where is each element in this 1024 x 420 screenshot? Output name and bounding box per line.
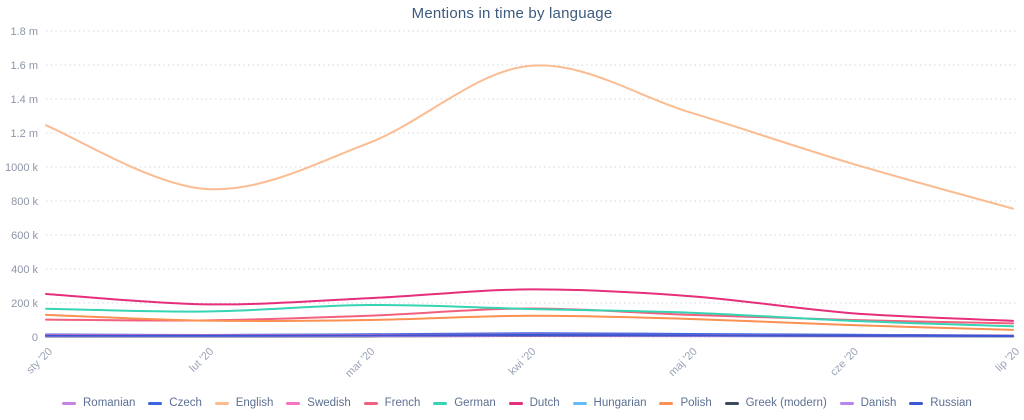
chart-plot-area: 1.8 m 1.6 m 1.4 m 1.2 m 1000 k 800 k 600 k 400 … [5, 26, 1023, 380]
series-line-german [45, 304, 1015, 328]
legend-item-dutch[interactable]: Dutch [508, 397, 560, 409]
x-axis-tick-label: cze '20 [828, 346, 861, 379]
legend-swatch-dutch [508, 401, 523, 405]
x-axis-tick-label: lut '20 [187, 346, 216, 375]
legend-label: French [384, 397, 421, 409]
legend-swatch-russian [909, 401, 924, 405]
legend-item-greek-modern[interactable]: Greek (modern) [724, 397, 827, 409]
legend-swatch-czech [148, 401, 163, 405]
x-axis-tick-label: lip '20 [994, 346, 1023, 375]
legend-item-russian[interactable]: Russian [909, 397, 972, 409]
legend-swatch-greek-modern [724, 401, 739, 405]
legend-item-french[interactable]: French [363, 397, 421, 409]
legend-swatch-german [433, 401, 448, 405]
legend-item-romanian[interactable]: Romanian [62, 397, 135, 409]
legend-label: Polish [680, 397, 712, 409]
series-line-english [45, 64, 1015, 210]
series-line-dutch [45, 288, 1015, 322]
legend-item-danish[interactable]: Danish [839, 397, 897, 409]
legend-swatch-french [363, 401, 378, 405]
legend-item-german[interactable]: German [433, 397, 496, 409]
y-axis-tick-label: 0 [32, 332, 38, 344]
y-axis-tick-label: 1000 k [5, 162, 39, 174]
legend-label: Dutch [529, 397, 560, 409]
legend-swatch-polish [659, 401, 674, 405]
chart-title: Mentions in time by language [411, 5, 613, 22]
y-axis-tick-label: 400 k [11, 264, 38, 276]
y-axis-tick-label: 1.4 m [10, 94, 38, 106]
legend-swatch-romanian [62, 401, 76, 405]
legend-label: English [235, 397, 274, 409]
x-axis-tick-label: sty '20 [24, 346, 55, 377]
y-axis-tick-label: 800 k [11, 196, 38, 208]
y-axis-tick-label: 1.8 m [10, 26, 38, 38]
y-axis-tick-label: 1.6 m [10, 60, 38, 72]
series-line-russian [45, 333, 1015, 337]
x-axis-tick-label: kwi '20 [507, 346, 539, 378]
series-line-polish [45, 313, 1015, 331]
legend-item-swedish[interactable]: Swedish [286, 397, 351, 409]
legend-label: Czech [169, 397, 202, 409]
legend-label: Russian [930, 397, 972, 409]
legend-swatch-swedish [286, 401, 301, 405]
legend-label: German [454, 397, 496, 409]
legend-label: Romanian [83, 397, 136, 409]
legend-item-polish[interactable]: Polish [659, 397, 712, 409]
legend-swatch-hungarian [572, 401, 587, 405]
legend-item-czech[interactable]: Czech [148, 397, 202, 409]
legend-label: Swedish [307, 397, 351, 409]
legend-label: Hungarian [593, 397, 647, 409]
chart-legend: Romanian Czech English Swedish French German D… [62, 391, 972, 415]
legend-item-english[interactable]: English [214, 397, 274, 409]
x-axis-tick-label: maj '20 [666, 346, 699, 379]
legend-label: Danish [860, 397, 897, 409]
y-axis-tick-label: 1.2 m [10, 128, 38, 140]
y-axis-tick-label: 200 k [11, 298, 38, 310]
x-axis-tick-label: mar '20 [343, 346, 377, 380]
y-axis-tick-label: 600 k [11, 230, 38, 242]
legend-item-hungarian[interactable]: Hungarian [572, 397, 647, 409]
legend-label: Greek (modern) [745, 397, 827, 409]
legend-swatch-english [214, 401, 229, 405]
legend-swatch-danish [839, 401, 854, 405]
